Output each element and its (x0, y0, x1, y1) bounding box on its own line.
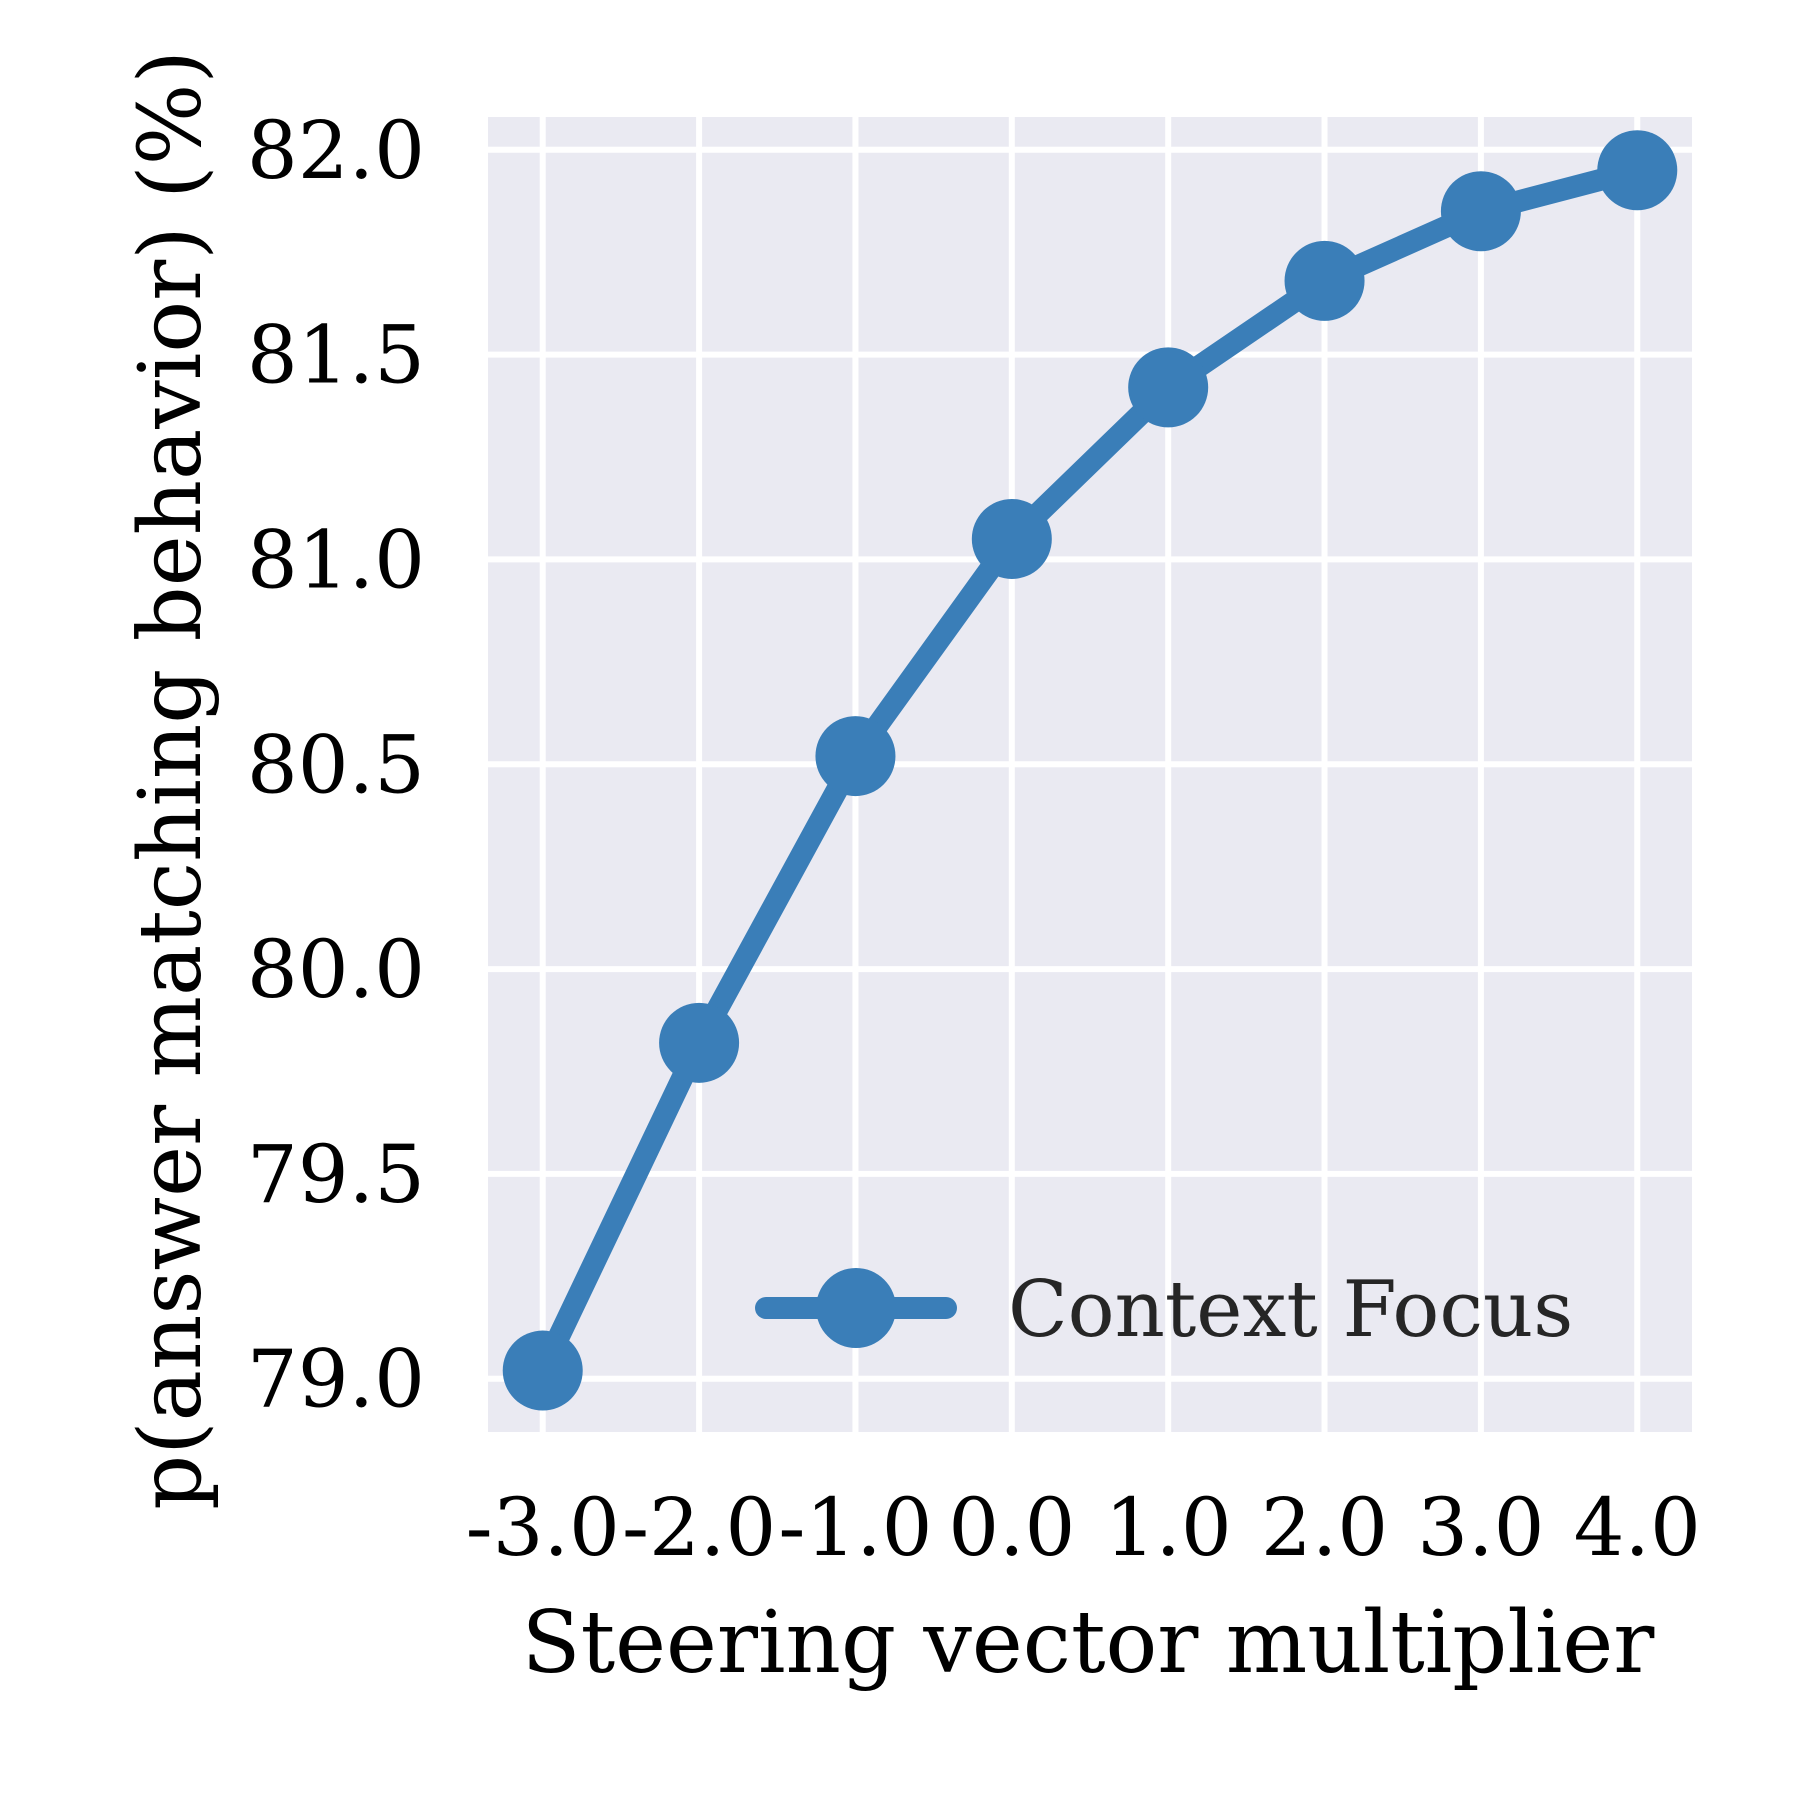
data-point (1440, 171, 1521, 252)
data-point (1284, 240, 1365, 321)
x-tick-label: -1.0 (778, 1481, 932, 1574)
y-axis-label: p(answer matching behavior) (%) (121, 50, 221, 1510)
data-point (1128, 347, 1209, 428)
data-point (1597, 130, 1678, 211)
x-tick-labels: -3.0 -2.0 -1.0 0.0 1.0 2.0 3.0 4.0 (466, 1481, 1701, 1574)
data-point (971, 498, 1052, 579)
horizontal-gridlines (488, 146, 1692, 1382)
x-tick-label: 3.0 (1417, 1481, 1544, 1574)
plot-area (488, 117, 1692, 1432)
y-tick-label: 79.0 (247, 1333, 425, 1426)
series-group (502, 130, 1678, 1411)
y-tick-label: 82.0 (247, 104, 425, 197)
data-point (659, 1002, 740, 1083)
x-tick-label: 2.0 (1261, 1481, 1388, 1574)
x-tick-label: 1.0 (1105, 1481, 1232, 1574)
y-tick-labels: 79.0 79.5 80.0 80.5 81.0 81.5 82.0 (247, 104, 425, 1426)
x-tick-label: -3.0 (466, 1481, 620, 1574)
legend: Context Focus (755, 1265, 1573, 1355)
x-axis-label: Steering vector multiplier (522, 1593, 1656, 1693)
y-tick-label: 80.0 (247, 923, 425, 1016)
data-point (815, 716, 896, 797)
legend-label-context-focus: Context Focus (1008, 1265, 1573, 1355)
y-tick-label: 81.0 (247, 513, 425, 606)
x-tick-label: 4.0 (1574, 1481, 1701, 1574)
data-point (502, 1330, 583, 1411)
legend-marker (816, 1268, 896, 1348)
y-tick-label: 81.5 (247, 309, 425, 402)
x-tick-label: 0.0 (948, 1481, 1075, 1574)
y-tick-label: 79.5 (247, 1128, 425, 1221)
x-tick-label: -2.0 (622, 1481, 776, 1574)
y-tick-label: 80.5 (247, 718, 425, 811)
